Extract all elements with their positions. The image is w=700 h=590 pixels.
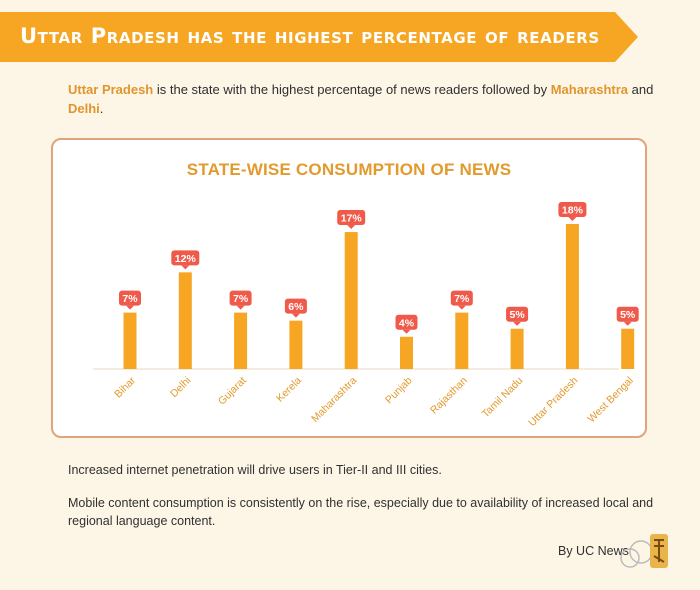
intro-text-and: and: [628, 82, 654, 97]
svg-text:5%: 5%: [510, 309, 526, 321]
svg-text:4%: 4%: [399, 317, 415, 329]
data-label-gujarat: 7%: [229, 290, 252, 310]
page-title: Uttar Pradesh has the highest percentage…: [20, 24, 600, 48]
intro-paragraph: Uttar Pradesh is the state with the high…: [68, 80, 658, 118]
data-label-punjab: 4%: [395, 314, 418, 334]
bar-delhi: [178, 272, 192, 369]
bar-punjab: [400, 336, 413, 369]
svg-text:5%: 5%: [620, 309, 636, 321]
tick-label-maharashtra: Maharashtra: [309, 375, 359, 425]
tick-label-kerela: Kerela: [274, 375, 304, 405]
data-label-kerela: 6%: [284, 298, 307, 318]
data-label-tamil-nadu: 5%: [506, 306, 529, 326]
intro-highlight-up: Uttar Pradesh: [68, 82, 154, 97]
data-label-uttar-pradesh: 18%: [558, 202, 587, 221]
watermark-logo: [610, 526, 670, 576]
bar-uttar-pradesh: [565, 224, 579, 369]
svg-text:17%: 17%: [341, 213, 363, 225]
bar-west-bengal: [621, 328, 635, 369]
note-2: Mobile content consumption is consistent…: [68, 496, 654, 528]
tick-label-gujarat: Gujarat: [216, 375, 249, 408]
data-label-bihar: 7%: [119, 290, 141, 310]
header-banner: Uttar Pradesh has the highest percentage…: [0, 12, 638, 62]
tick-label-uttar-pradesh: Uttar Pradesh: [526, 375, 580, 429]
svg-text:7%: 7%: [454, 293, 470, 305]
tick-label-bihar: Bihar: [112, 374, 138, 400]
tick-label-rajasthan: Rajasthan: [428, 375, 470, 417]
banner-shape: [0, 12, 638, 62]
intro-highlight-dl: Delhi: [68, 101, 100, 116]
svg-text:18%: 18%: [562, 205, 584, 217]
chart-card: STATE-WISE CONSUMPTION OF NEWS 7% Bihar 12…: [51, 138, 647, 438]
tick-label-delhi: Delhi: [168, 375, 193, 400]
intro-highlight-mh: Maharashtra: [550, 82, 629, 97]
bar-rajasthan: [455, 312, 469, 369]
tick-label-punjab: Punjab: [383, 375, 415, 407]
bar-gujarat: [234, 312, 248, 369]
intro-text-end: .: [99, 101, 104, 116]
data-label-delhi: 12%: [171, 250, 200, 270]
intro-text: is the state with the highest percentage…: [153, 82, 551, 97]
bar-tamil-nadu: [510, 328, 524, 369]
svg-text:7%: 7%: [233, 293, 249, 305]
byline: By UC News: [558, 544, 629, 558]
svg-text:6%: 6%: [288, 301, 304, 313]
bar-maharashtra: [344, 232, 358, 369]
tick-label-tamil-nadu: Tamil Nadu: [480, 375, 526, 421]
bar-bihar: [123, 312, 137, 369]
svg-text:7%: 7%: [122, 293, 138, 305]
bar-chart: 7% Bihar 12% Delhi 7% Gujarat 6% Kerela 17% Mahar…: [93, 202, 639, 429]
data-label-maharashtra: 17%: [337, 210, 366, 230]
data-label-rajasthan: 7%: [450, 290, 473, 310]
tick-label-west-bengal: West Bengal: [585, 375, 635, 425]
svg-text:12%: 12%: [175, 253, 197, 265]
chart-title: STATE-WISE CONSUMPTION OF NEWS: [186, 160, 512, 179]
data-label-west-bengal: 5%: [616, 306, 639, 326]
note-1: Increased internet penetration will driv…: [68, 463, 442, 477]
bar-kerela: [289, 320, 303, 369]
